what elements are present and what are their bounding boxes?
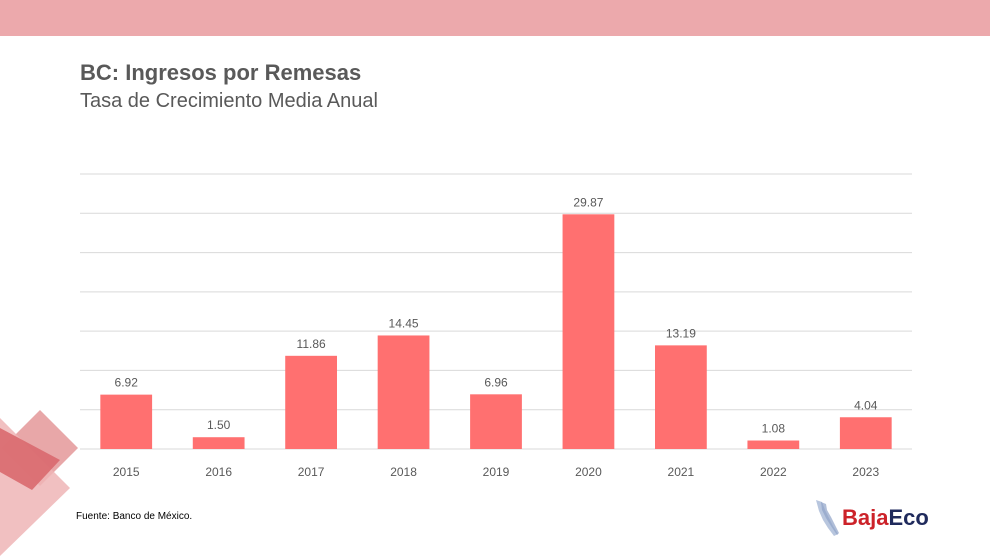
bar xyxy=(747,440,800,449)
decorative-diamond-dark xyxy=(0,428,60,490)
data-label: 14.45 xyxy=(389,316,419,330)
bar xyxy=(192,437,245,449)
bajaeco-logo: BajaEco xyxy=(812,498,962,538)
chart-subtitle: Tasa de Crecimiento Media Anual xyxy=(80,90,378,112)
x-tick-label: 2022 xyxy=(760,465,787,479)
data-label: 6.92 xyxy=(115,376,139,390)
logo-text-baja: Baja xyxy=(842,505,889,530)
data-label: 4.04 xyxy=(854,398,878,412)
x-tick-label: 2019 xyxy=(483,465,510,479)
chart-title: BC: Ingresos por Remesas xyxy=(80,60,362,85)
x-tick-label: 2023 xyxy=(852,465,879,479)
bar xyxy=(655,345,707,449)
bar xyxy=(562,214,615,449)
x-tick-label: 2018 xyxy=(390,465,417,479)
data-label: 1.50 xyxy=(207,418,231,432)
bar xyxy=(377,335,430,449)
x-tick-label: 2015 xyxy=(113,465,140,479)
bar xyxy=(100,394,153,449)
logo-text-eco: Eco xyxy=(888,505,929,530)
x-tick-label: 2020 xyxy=(575,465,602,479)
bar xyxy=(470,394,522,449)
decorative-diamonds xyxy=(0,410,78,556)
logo-text: BajaEco xyxy=(842,505,929,531)
x-tick-label: 2021 xyxy=(668,465,695,479)
data-label: 29.87 xyxy=(573,195,603,209)
top-band xyxy=(0,0,990,36)
baja-california-map-icon xyxy=(816,500,839,536)
data-label: 1.08 xyxy=(762,422,786,436)
data-label: 11.86 xyxy=(297,337,326,351)
data-label: 6.96 xyxy=(484,375,508,389)
bar xyxy=(839,417,892,449)
data-label: 13.19 xyxy=(666,326,696,340)
x-tick-label: 2017 xyxy=(298,465,325,479)
x-tick-label: 2016 xyxy=(205,465,232,479)
source-note: Fuente: Banco de México. xyxy=(76,511,193,522)
bar xyxy=(285,355,337,449)
